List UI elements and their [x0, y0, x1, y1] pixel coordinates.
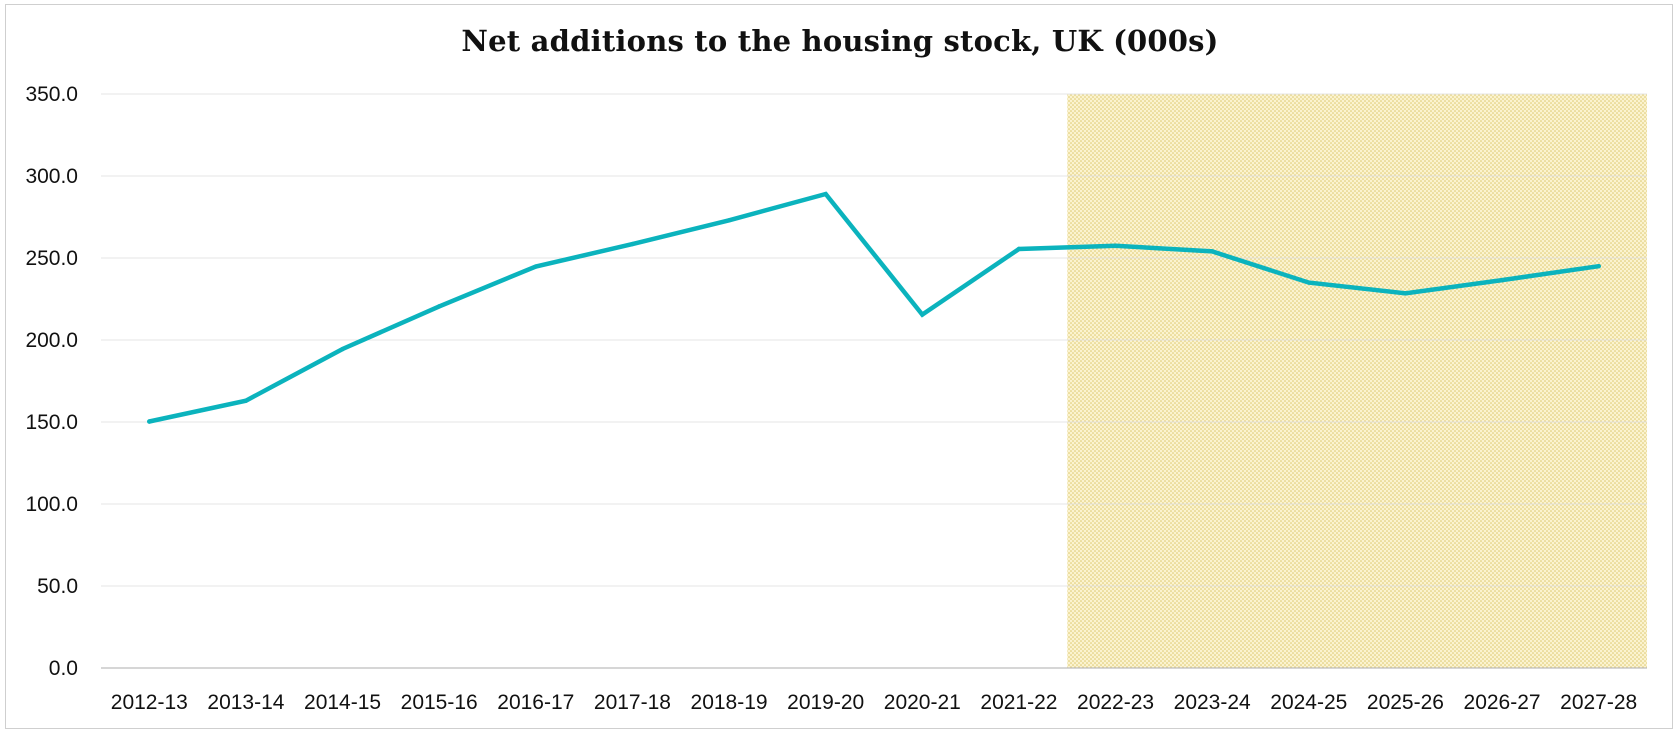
- y-tick-label: 0.0: [49, 657, 78, 680]
- data-point: [436, 304, 442, 309]
- x-tick-label: 2027-28: [1560, 691, 1637, 714]
- data-point: [920, 312, 925, 317]
- x-tick-label: 2025-26: [1367, 691, 1444, 714]
- x-tick-label: 2012-13: [111, 691, 188, 714]
- x-tick-label: 2018-19: [691, 691, 768, 714]
- x-tick-label: 2016-17: [497, 691, 574, 714]
- x-tick-label: 2015-16: [401, 691, 478, 714]
- data-point: [147, 419, 152, 424]
- y-tick-label: 150.0: [25, 411, 78, 434]
- y-tick-label: 250.0: [25, 247, 78, 270]
- x-tick-label: 2020-21: [884, 691, 961, 714]
- x-tick-label: 2017-18: [594, 691, 671, 714]
- data-point: [1403, 291, 1408, 296]
- y-tick-label: 200.0: [25, 329, 78, 352]
- data-point: [243, 398, 249, 403]
- data-point: [533, 264, 539, 269]
- y-tick-label: 50.0: [37, 575, 78, 598]
- x-tick-label: 2019-20: [787, 691, 864, 714]
- x-tick-label: 2023-24: [1174, 691, 1251, 714]
- y-tick-label: 300.0: [25, 165, 78, 188]
- data-point: [1016, 246, 1022, 252]
- data-point: [630, 241, 635, 247]
- data-point: [1499, 277, 1505, 283]
- x-tick-label: 2021-22: [980, 691, 1057, 714]
- x-tick-label: 2026-27: [1464, 691, 1541, 714]
- data-point: [726, 218, 732, 223]
- data-point: [1113, 243, 1118, 248]
- forecast-shaded-region: [1067, 94, 1647, 668]
- x-tick-label: 2024-25: [1270, 691, 1347, 714]
- data-point: [1306, 280, 1312, 285]
- x-tick-label: 2013-14: [207, 691, 284, 714]
- y-tick-label: 350.0: [25, 83, 78, 106]
- x-tick-label: 2022-23: [1077, 691, 1154, 714]
- data-point: [340, 346, 345, 352]
- data-point: [1209, 249, 1215, 254]
- series-line: [147, 191, 1601, 424]
- data-point: [1596, 264, 1601, 269]
- y-tick-label: 100.0: [25, 493, 78, 516]
- x-tick-label: 2014-15: [304, 691, 381, 714]
- chart-title: Net additions to the housing stock, UK (…: [461, 24, 1219, 58]
- data-point: [823, 191, 828, 197]
